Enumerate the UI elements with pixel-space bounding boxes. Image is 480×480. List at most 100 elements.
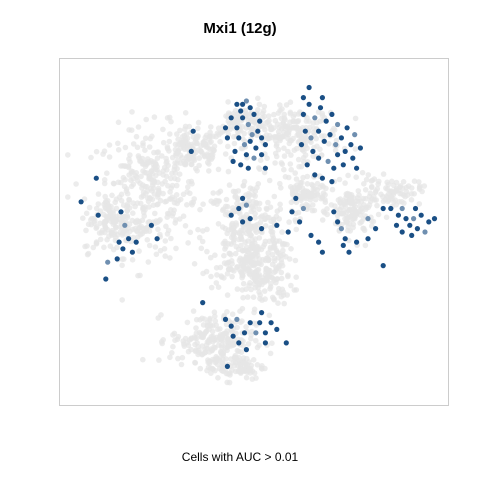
background-cell-point	[269, 340, 275, 347]
background-cell-point	[293, 124, 300, 130]
background-cell-point	[195, 119, 202, 126]
highlighted-cell-point	[414, 226, 420, 232]
highlighted-cell-point	[105, 259, 111, 265]
background-cell-point	[285, 135, 291, 142]
background-cell-point	[188, 200, 195, 206]
background-cell-point	[126, 221, 133, 227]
background-cell-point	[320, 184, 327, 190]
background-cell-point	[193, 133, 200, 139]
background-cell-point	[151, 178, 158, 185]
background-cell-point	[214, 201, 220, 207]
background-cell-point	[411, 191, 418, 197]
background-cell-point	[298, 163, 305, 170]
background-cell-point	[208, 273, 214, 280]
background-cell-point	[239, 318, 245, 324]
background-cell-point	[146, 173, 153, 179]
background-cell-point	[233, 355, 240, 361]
background-cell-point	[352, 146, 359, 152]
background-cell-point	[211, 143, 218, 150]
background-cell-point	[115, 140, 121, 147]
highlighted-cell-point	[344, 125, 350, 131]
background-cell-point	[187, 229, 194, 236]
background-cell-point	[93, 148, 100, 155]
background-cell-point	[85, 221, 92, 228]
background-cell-point	[266, 238, 273, 245]
background-cell-point	[257, 166, 263, 172]
background-cell-point	[334, 212, 341, 219]
background-cell-point	[245, 341, 252, 347]
background-cell-point	[222, 151, 229, 157]
background-cell-point	[164, 214, 170, 220]
background-cell-point	[108, 218, 114, 224]
background-cell-point	[213, 133, 219, 140]
background-cell-point	[391, 199, 397, 205]
background-cell-point	[277, 135, 283, 142]
background-cell-point	[106, 142, 113, 148]
background-cell-point	[255, 181, 262, 187]
background-cell-point	[359, 205, 365, 211]
highlighted-cell-point	[316, 239, 322, 245]
background-cell-point	[207, 139, 213, 146]
background-cell-point	[352, 216, 358, 222]
background-cell-point	[118, 197, 125, 204]
background-cell-point	[287, 99, 294, 105]
background-cell-point	[208, 284, 215, 291]
background-cell-point	[128, 183, 135, 190]
highlighted-cell-point	[365, 236, 371, 242]
highlighted-cell-point	[331, 165, 337, 171]
background-cell-point	[115, 119, 122, 126]
background-cell-point	[109, 192, 115, 199]
background-cell-point	[103, 225, 109, 231]
highlighted-cell-point	[238, 108, 244, 114]
background-cell-point	[267, 284, 274, 290]
background-cell-point	[259, 297, 265, 303]
highlighted-cell-point	[348, 142, 354, 148]
highlighted-cell-point	[321, 138, 327, 144]
background-cell-point	[225, 266, 232, 273]
background-cell-point	[292, 170, 299, 176]
background-cell-point	[361, 225, 367, 232]
highlighted-cell-point	[274, 222, 280, 228]
background-cell-point	[214, 361, 221, 368]
background-cell-point	[237, 308, 243, 315]
background-cell-point	[207, 321, 214, 328]
background-cell-point	[218, 348, 224, 355]
highlighted-cell-point	[316, 155, 322, 161]
background-cell-point	[173, 182, 180, 189]
highlighted-cell-point	[342, 148, 348, 154]
background-cell-point	[284, 241, 290, 248]
highlighted-cell-point	[399, 229, 405, 235]
highlighted-cell-point	[293, 195, 299, 201]
background-cell-point	[162, 178, 168, 185]
background-cell-point	[173, 192, 180, 198]
background-cell-point	[104, 170, 110, 176]
background-cell-point	[230, 231, 236, 237]
highlighted-cell-point	[262, 340, 268, 346]
background-cell-point	[219, 224, 226, 230]
highlighted-cell-point	[388, 205, 394, 212]
highlighted-cell-point	[262, 330, 268, 336]
background-cell-point	[177, 196, 184, 203]
background-cell-point	[257, 157, 264, 163]
background-cell-point	[65, 152, 71, 158]
background-cell-point	[224, 270, 231, 277]
background-cell-point	[252, 193, 258, 199]
background-cell-point	[278, 269, 285, 276]
background-cell-point	[140, 142, 146, 149]
background-cell-point	[278, 252, 284, 259]
background-cell-point	[142, 147, 148, 153]
background-cell-point	[175, 176, 181, 183]
background-cell-point	[111, 180, 117, 187]
background-cell-point	[234, 286, 241, 292]
background-cell-point	[260, 256, 266, 263]
background-cell-point	[204, 345, 210, 352]
background-cell-point	[252, 203, 259, 209]
background-cell-point	[271, 296, 277, 303]
background-cell-point	[310, 186, 317, 193]
background-cell-point	[350, 224, 356, 231]
background-cell-point	[254, 107, 261, 113]
highlighted-cell-point	[354, 239, 360, 245]
background-cell-point	[182, 223, 189, 229]
background-cell-point	[186, 155, 192, 161]
